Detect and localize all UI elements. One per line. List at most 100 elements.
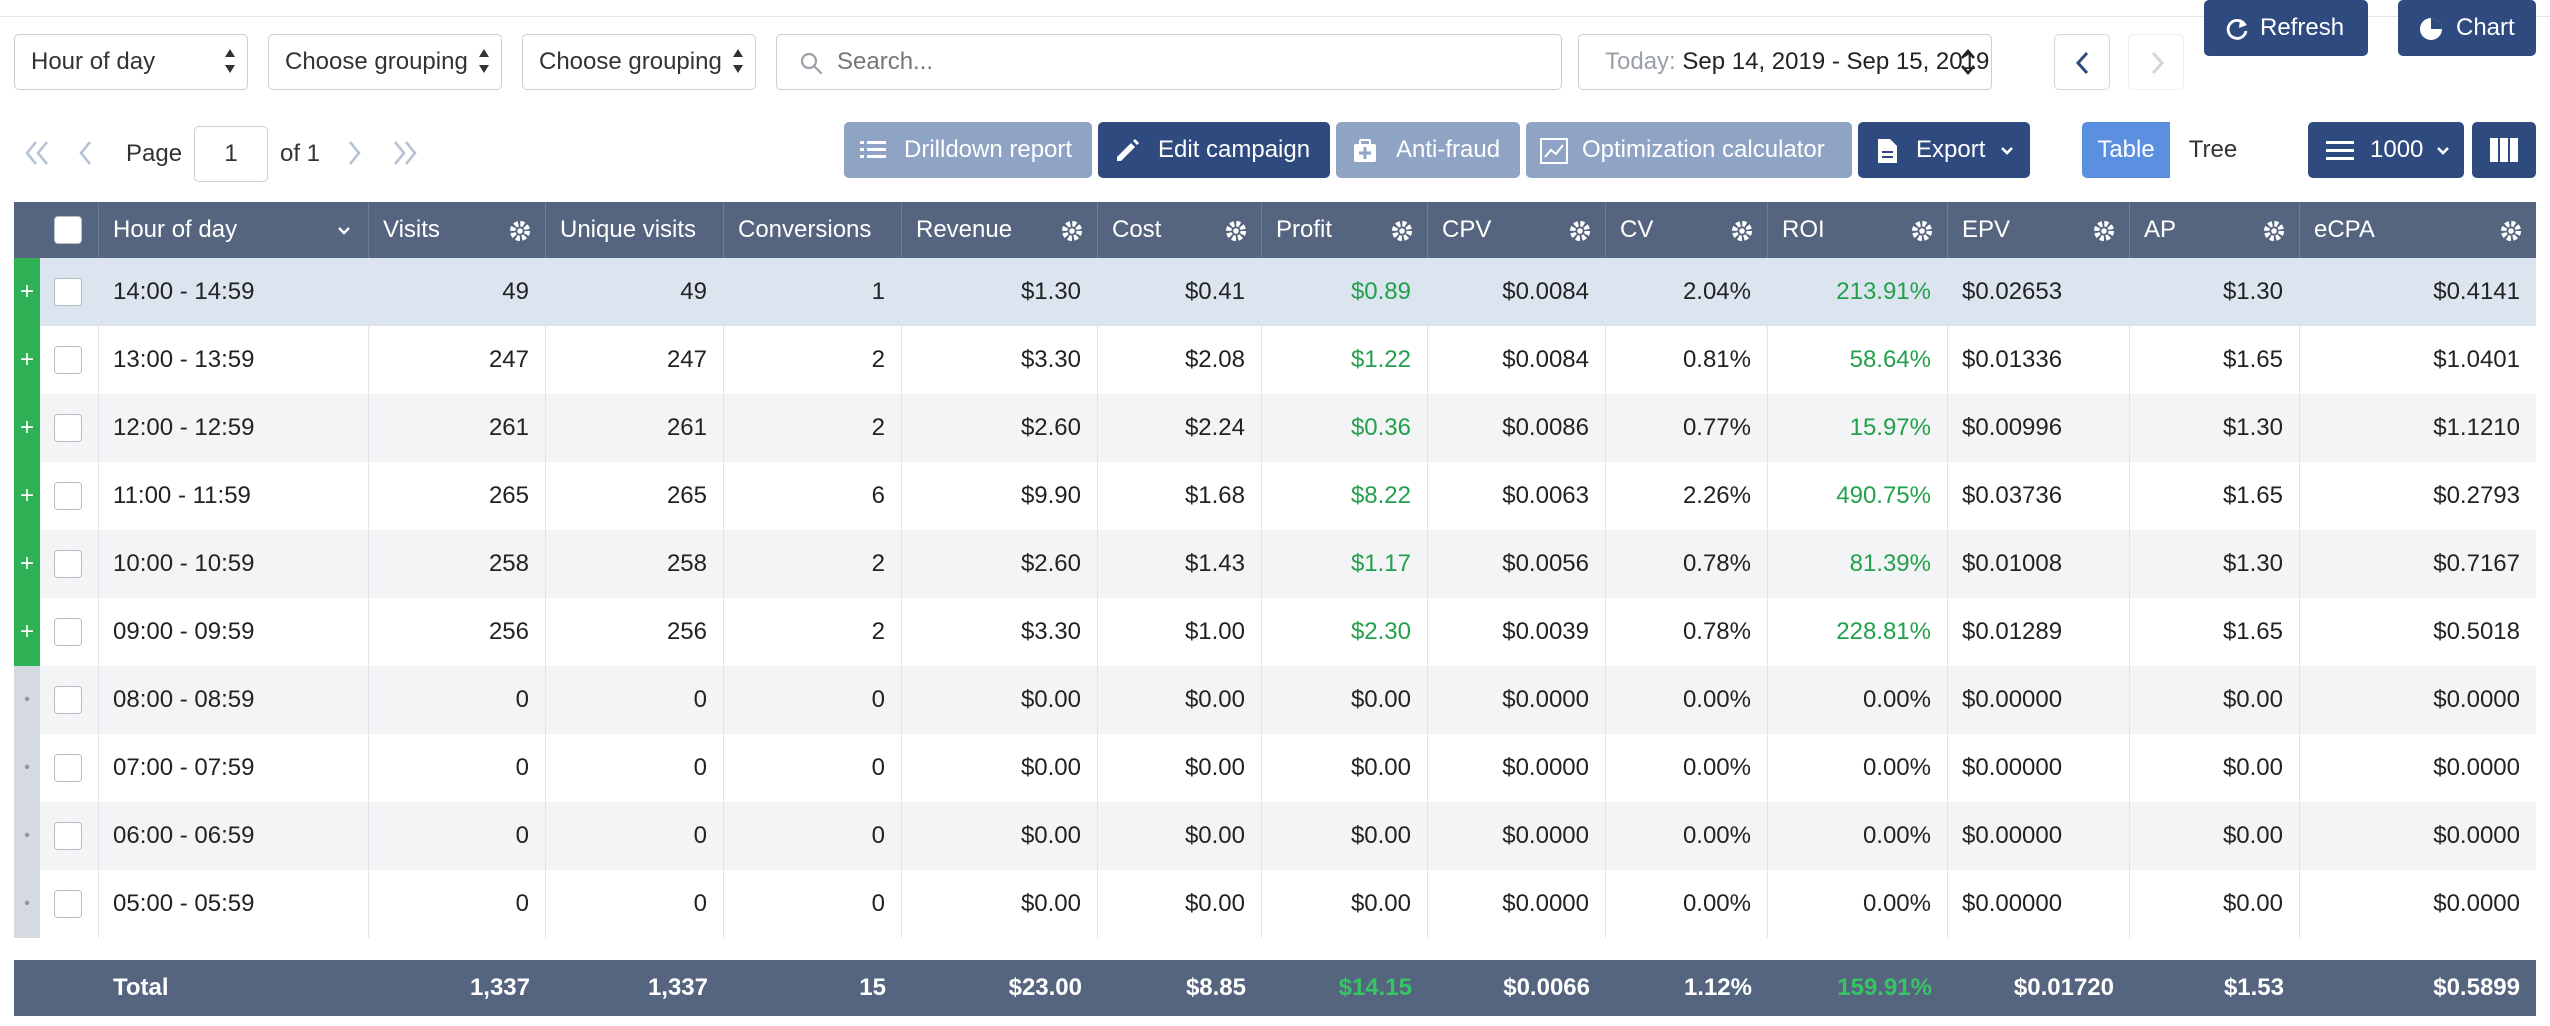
row-select-cell xyxy=(40,870,99,938)
expand-row-button[interactable]: + xyxy=(14,530,40,598)
document-icon xyxy=(1878,139,1897,163)
table-row[interactable]: +13:00 - 13:59 247 247 2 $3.30 $2.08 $1.22 $0.0… xyxy=(14,326,2536,394)
chart-button[interactable]: Chart xyxy=(2398,0,2536,56)
table-row[interactable]: • 08:00 - 08:59 0 0 0 $0.00 $0.00 $0.00 $0.0000 0… xyxy=(14,666,2536,734)
row-checkbox[interactable] xyxy=(54,686,82,714)
grouping-select-2[interactable]: Choose grouping xyxy=(268,34,502,90)
column-header-cpv[interactable]: CPV xyxy=(1428,202,1606,258)
column-header-conversions[interactable]: Conversions xyxy=(724,202,902,258)
prev-page-icon[interactable] xyxy=(76,138,96,168)
drilldown-report-button[interactable]: Drilldown report xyxy=(844,122,1092,178)
row-checkbox[interactable] xyxy=(54,822,82,850)
table-row[interactable]: +11:00 - 11:59 265 265 6 $9.90 $1.68 $8.22 $0.0… xyxy=(14,462,2536,530)
gear-icon[interactable] xyxy=(1569,220,1591,242)
cell-revenue: $3.30 xyxy=(902,598,1098,666)
table-row[interactable]: +10:00 - 10:59 258 258 2 $2.60 $1.43 $1.17 $0.0… xyxy=(14,530,2536,598)
column-header-ecpa[interactable]: eCPA xyxy=(2300,202,2536,258)
export-label: Export xyxy=(1916,136,1986,163)
first-page-icon[interactable] xyxy=(22,138,52,168)
grouping-select-3[interactable]: Choose grouping xyxy=(522,34,756,90)
column-header-cost[interactable]: Cost xyxy=(1098,202,1262,258)
row-checkbox[interactable] xyxy=(54,414,82,442)
column-header-roi[interactable]: ROI xyxy=(1768,202,1948,258)
cell-cpv: $0.0000 xyxy=(1428,666,1606,734)
expand-row-button[interactable]: + xyxy=(14,258,40,326)
gear-icon[interactable] xyxy=(509,220,531,242)
column-header-unique-visits[interactable]: Unique visits xyxy=(546,202,724,258)
cell-cpv: $0.0056 xyxy=(1428,530,1606,598)
gear-icon[interactable] xyxy=(1061,220,1083,242)
gear-icon[interactable] xyxy=(1391,220,1413,242)
expand-row-button[interactable]: + xyxy=(14,462,40,530)
cell-conversions: 0 xyxy=(724,666,902,734)
gear-icon[interactable] xyxy=(2093,220,2115,242)
table-row[interactable]: • 07:00 - 07:59 0 0 0 $0.00 $0.00 $0.00 $0.0000 0… xyxy=(14,734,2536,802)
gear-icon[interactable] xyxy=(1911,220,1933,242)
select-arrows-icon xyxy=(223,47,237,77)
column-header-revenue[interactable]: Revenue xyxy=(902,202,1098,258)
cell-visits: 258 xyxy=(369,530,546,598)
row-checkbox[interactable] xyxy=(54,754,82,782)
select-all-checkbox[interactable] xyxy=(54,216,82,244)
column-header-hour-label: Hour of day xyxy=(113,216,238,243)
row-select-cell xyxy=(40,802,99,870)
row-select-cell xyxy=(40,326,99,394)
column-header-epv[interactable]: EPV xyxy=(1948,202,2130,258)
column-header-cv[interactable]: CV xyxy=(1606,202,1768,258)
expand-row-button[interactable]: + xyxy=(14,598,40,666)
row-checkbox[interactable] xyxy=(54,278,82,306)
refresh-label: Refresh xyxy=(2260,14,2345,41)
search-box[interactable] xyxy=(776,34,1562,90)
refresh-button[interactable]: Refresh xyxy=(2204,0,2368,56)
row-checkbox[interactable] xyxy=(54,890,82,918)
column-header-visits[interactable]: Visits xyxy=(369,202,546,258)
date-range-picker[interactable]: Today: Sep 14, 2019 - Sep 15, 2019 xyxy=(1578,34,1992,90)
cell-revenue: $0.00 xyxy=(902,666,1098,734)
row-checkbox[interactable] xyxy=(54,550,82,578)
grouping-select-1-value: Hour of day xyxy=(31,48,156,75)
gear-icon[interactable] xyxy=(2500,220,2522,242)
search-input[interactable] xyxy=(837,43,1537,81)
export-button[interactable]: Export xyxy=(1858,122,2030,178)
gear-icon[interactable] xyxy=(1731,220,1753,242)
table-row[interactable]: +09:00 - 09:59 256 256 2 $3.30 $1.00 $2.30 $0.0… xyxy=(14,598,2536,666)
table-row[interactable]: • 05:00 - 05:59 0 0 0 $0.00 $0.00 $0.00 $0.0000 0… xyxy=(14,870,2536,938)
calculator-chart-icon xyxy=(1540,138,1568,164)
cell-unique-visits: 265 xyxy=(546,462,724,530)
column-header-hour[interactable]: Hour of day xyxy=(99,202,369,258)
next-page-icon[interactable] xyxy=(344,138,364,168)
row-checkbox[interactable] xyxy=(54,482,82,510)
column-header-profit[interactable]: Profit xyxy=(1262,202,1428,258)
shield-plus-icon xyxy=(1354,139,1376,162)
row-select-cell xyxy=(40,598,99,666)
cell-cv: 0.78% xyxy=(1606,530,1768,598)
page-size-select[interactable]: 1000 xyxy=(2308,122,2464,178)
row-checkbox[interactable] xyxy=(54,346,82,374)
expand-row-button[interactable]: + xyxy=(14,326,40,394)
anti-fraud-button[interactable]: Anti-fraud xyxy=(1336,122,1520,178)
date-next-button[interactable] xyxy=(2128,34,2184,90)
date-prefix: Today: xyxy=(1605,48,1676,75)
optimization-calculator-button[interactable]: Optimization calculator xyxy=(1526,122,1852,178)
column-header-ap[interactable]: AP xyxy=(2130,202,2300,258)
date-stepper-icon xyxy=(1961,49,1975,75)
table-row[interactable]: +14:00 - 14:59 49 49 1 $1.30 $0.41 $0.89 $0.008… xyxy=(14,258,2536,326)
gear-icon[interactable] xyxy=(2263,220,2285,242)
edit-campaign-button[interactable]: Edit campaign xyxy=(1098,122,1330,178)
grouping-select-1[interactable]: Hour of day xyxy=(14,34,248,90)
columns-button[interactable] xyxy=(2472,122,2536,178)
view-tree-toggle[interactable]: Tree xyxy=(2170,122,2256,178)
totals-cv: 1.12% xyxy=(1683,974,1752,1001)
date-prev-button[interactable] xyxy=(2054,34,2110,90)
cell-roi: 490.75% xyxy=(1768,462,1948,530)
view-table-toggle[interactable]: Table xyxy=(2082,122,2170,178)
cell-conversions: 2 xyxy=(724,394,902,462)
row-checkbox[interactable] xyxy=(54,618,82,646)
menu-icon xyxy=(2326,141,2354,160)
expand-row-button[interactable]: + xyxy=(14,394,40,462)
table-row[interactable]: +12:00 - 12:59 261 261 2 $2.60 $2.24 $0.36 $0.0… xyxy=(14,394,2536,462)
last-page-icon[interactable] xyxy=(390,138,420,168)
page-number-input[interactable]: 1 xyxy=(194,126,268,182)
table-row[interactable]: • 06:00 - 06:59 0 0 0 $0.00 $0.00 $0.00 $0.0000 0… xyxy=(14,802,2536,870)
gear-icon[interactable] xyxy=(1225,220,1247,242)
